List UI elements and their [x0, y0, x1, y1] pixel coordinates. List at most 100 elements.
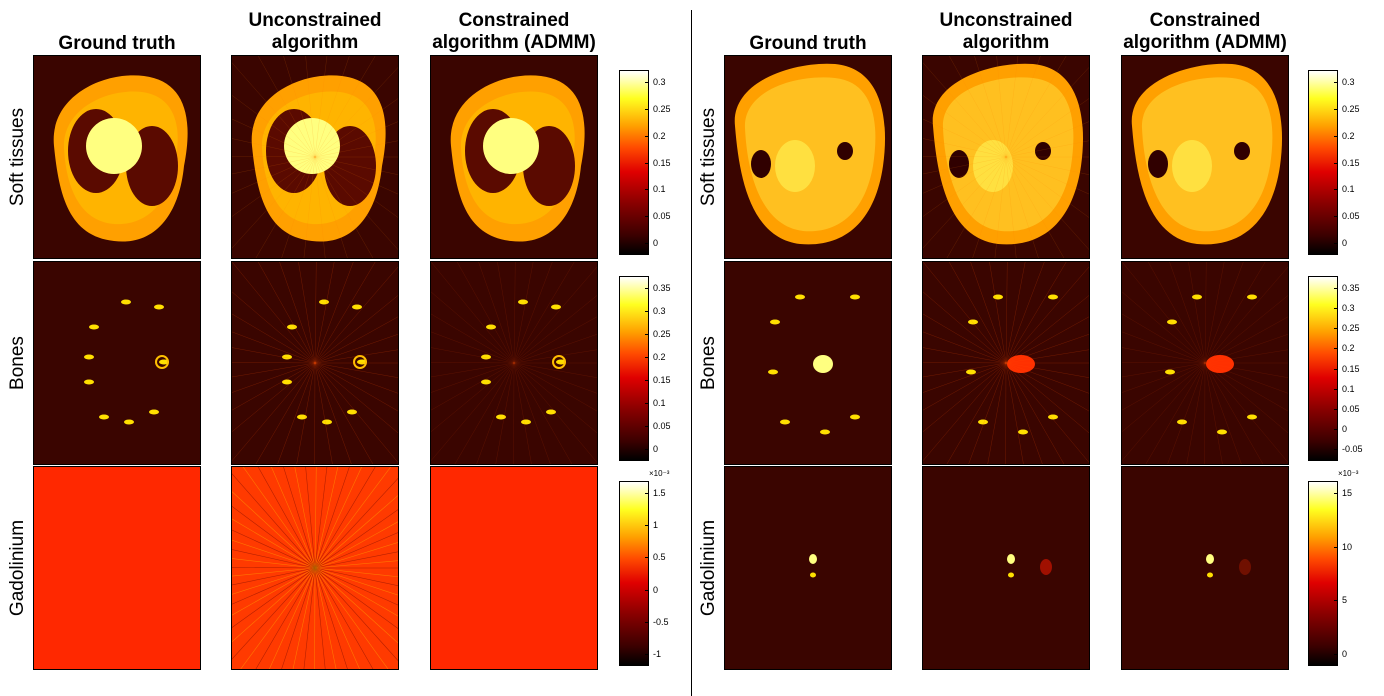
colorbar-tick	[1334, 368, 1338, 370]
colorbar-tick	[1334, 654, 1338, 655]
colorbar-tick-label: 0.2	[653, 130, 666, 141]
colorbar-tick-label: 0.1	[1342, 184, 1355, 195]
colorbar-tick	[645, 82, 649, 83]
colorbar-tick	[645, 243, 649, 244]
image-panel	[1121, 261, 1289, 465]
image-panel	[430, 55, 598, 259]
colorbar-tick	[1334, 216, 1338, 218]
colorbar-tick	[1334, 328, 1338, 330]
colorbar-tick-label: 0	[1342, 238, 1348, 248]
colorbar-tick-label: 0.2	[1342, 343, 1355, 354]
colorbar-tick-label: 0	[1342, 649, 1348, 659]
colorbar-tick	[645, 135, 649, 137]
colorbar-tick-label: 0.5	[653, 552, 666, 563]
colorbar-tick	[645, 589, 649, 591]
image-panel	[231, 466, 399, 670]
colorbar	[619, 70, 649, 255]
image-panel	[922, 261, 1090, 465]
colorbar	[619, 276, 649, 461]
colorbar-tick	[645, 493, 649, 494]
colorbar-tick-label: 0.15	[1342, 363, 1360, 374]
image-canvas	[431, 262, 597, 464]
colorbar-tick	[1334, 428, 1338, 430]
image-canvas	[34, 56, 200, 258]
colorbar-tick	[1334, 308, 1338, 310]
colorbar-tick-label: 0.1	[653, 184, 666, 195]
colorbar-tick-label: 0.25	[653, 103, 671, 114]
row-label: Gadolinium	[7, 519, 28, 617]
image-panel	[231, 55, 399, 259]
colorbar-tick	[645, 525, 649, 527]
colorbar-tick-label: 0.05	[1342, 403, 1360, 414]
colorbar-tick	[645, 189, 649, 191]
colorbar-tick-label: 0.35	[653, 283, 671, 293]
colorbar-exponent: ×10⁻³	[1338, 469, 1359, 478]
image-canvas	[725, 467, 891, 669]
colorbar-tick	[645, 557, 649, 559]
colorbar-tick	[1334, 600, 1338, 602]
colorbar-tick	[1334, 243, 1338, 244]
colorbar-tick-label: 1	[653, 520, 659, 531]
colorbar-tick-label: 0.05	[653, 211, 671, 222]
row-label: Bones	[7, 336, 28, 390]
image-canvas	[923, 262, 1089, 464]
column-title: Constrained algorithm (ADMM)	[432, 10, 596, 53]
colorbar-tick-label: 0.1	[1342, 383, 1355, 394]
image-canvas	[1122, 467, 1288, 669]
colorbar-tick-label: 0.25	[1342, 323, 1360, 334]
image-panel	[922, 466, 1090, 670]
image-canvas	[34, 262, 200, 464]
colorbar-tick-label: 0	[1342, 423, 1348, 434]
colorbar-tick-label: 0.3	[653, 306, 666, 316]
column-title: Constrained algorithm (ADMM)	[1123, 10, 1287, 53]
colorbar-tick-label: 0.25	[653, 329, 671, 339]
column-title: Unconstrained algorithm	[939, 10, 1073, 53]
row-label: Bones	[698, 336, 719, 390]
colorbar-tick-label: 0.35	[1342, 283, 1360, 293]
colorbar-tick	[645, 288, 649, 289]
colorbar-tick-label: 5	[1342, 595, 1348, 606]
colorbar-tick	[1334, 82, 1338, 83]
colorbar-tick	[645, 162, 649, 164]
colorbar-tick-label: 1.5	[653, 488, 666, 498]
image-panel	[922, 55, 1090, 259]
row-label: Soft tissues	[7, 107, 28, 207]
colorbar-tick	[1334, 408, 1338, 410]
colorbar-tick	[645, 403, 649, 404]
colorbar-tick-label: 0	[653, 444, 659, 454]
image-canvas	[725, 56, 891, 258]
colorbar-tick-label: 0.2	[653, 352, 666, 362]
colorbar-tick	[1334, 388, 1338, 390]
colorbar-tick-label: 0.2	[1342, 130, 1355, 141]
colorbar-tick	[1334, 135, 1338, 137]
column-title: Unconstrained algorithm	[248, 10, 382, 53]
column-title: Ground truth	[749, 33, 867, 54]
colorbar-tick-label: 0.3	[653, 77, 666, 87]
colorbar-tick-label: -0.5	[653, 616, 669, 627]
colorbar-tick-label: 0	[653, 584, 659, 595]
image-canvas	[431, 467, 597, 669]
colorbar	[619, 481, 649, 666]
colorbar-tick-label: 0.3	[1342, 77, 1355, 87]
colorbar-tick-label: 0.15	[1342, 157, 1360, 168]
colorbar-tick-label: 0.05	[653, 421, 671, 431]
colorbar-tick	[645, 216, 649, 218]
image-canvas	[923, 467, 1089, 669]
colorbar-tick	[645, 426, 649, 427]
image-panel	[724, 466, 892, 670]
image-canvas	[232, 467, 398, 669]
image-canvas	[34, 467, 200, 669]
colorbar-tick	[1334, 449, 1338, 450]
colorbar-tick	[645, 357, 649, 358]
row-label: Soft tissues	[698, 107, 719, 207]
image-panel	[33, 55, 201, 259]
colorbar-tick-label: -1	[653, 649, 662, 659]
colorbar-tick	[645, 449, 649, 450]
image-panel	[724, 55, 892, 259]
image-canvas	[431, 56, 597, 258]
image-canvas	[232, 56, 398, 258]
colorbar-tick-label: 10	[1342, 541, 1353, 552]
image-panel	[430, 466, 598, 670]
colorbar	[1308, 481, 1338, 666]
colorbar-tick-label: 0.25	[1342, 103, 1360, 114]
